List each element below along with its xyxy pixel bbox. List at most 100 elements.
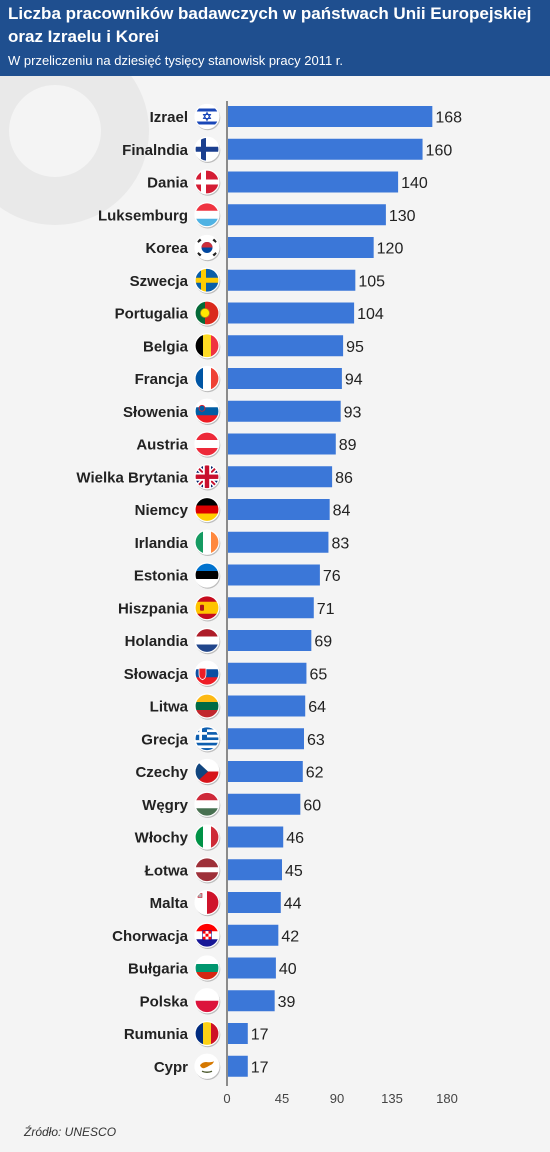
header-banner: Liczba pracowników badawczych w państwac… [0, 0, 550, 76]
slovakia-flag-icon [194, 660, 221, 687]
bar [228, 1055, 248, 1077]
category-label: Wielka Brytania [76, 469, 188, 486]
chart-subtitle: W przeliczeniu na dziesięć tysięcy stano… [8, 53, 344, 68]
category-label: Holandia [125, 633, 189, 650]
category-label: Francja [135, 371, 189, 388]
bar-row: Luksemburg 130 [98, 202, 416, 229]
category-label: Portugalia [115, 306, 189, 323]
category-label: Szwecja [130, 273, 189, 290]
bar-row: Słowenia 93 [123, 398, 362, 425]
value-label: 64 [308, 699, 326, 716]
bar [228, 138, 423, 160]
bar-row: Niemcy 84 [135, 496, 351, 524]
uk-flag-icon [194, 464, 221, 491]
bar-row: Szwecja 105 [130, 267, 385, 294]
value-label: 44 [284, 896, 302, 913]
value-label: 39 [278, 994, 296, 1011]
bar [228, 990, 275, 1012]
slovenia-flag-icon [194, 398, 221, 425]
bar-row: Chorwacja 42 [112, 922, 299, 949]
bar [228, 597, 314, 619]
netherlands-flag-icon [194, 627, 221, 655]
austria-flag-icon [194, 431, 221, 458]
value-label: 105 [358, 273, 385, 290]
bar [228, 630, 312, 651]
bar [228, 826, 284, 848]
bar-row: Węgry 60 [142, 791, 321, 818]
ireland-flag-icon [194, 529, 221, 556]
category-label: Korea [145, 240, 188, 257]
bar [228, 924, 279, 946]
category-label: Niemcy [135, 502, 189, 519]
value-label: 45 [285, 863, 303, 880]
category-label: Węgry [142, 797, 189, 814]
bar-row: Cypr 17 [154, 1053, 269, 1080]
value-label: 104 [357, 306, 384, 323]
value-label: 140 [401, 175, 428, 192]
bar-row: Irlandia 83 [135, 529, 349, 556]
x-tick-label: 0 [223, 1091, 230, 1106]
bar [228, 793, 301, 815]
bar-row: Czechy 62 [135, 758, 324, 786]
bar-row: Polska 39 [140, 988, 296, 1015]
value-label: 95 [346, 339, 364, 356]
chart-title: Liczba pracowników badawczych w państwac… [8, 4, 532, 46]
bar-chart: Izrael 168 Finalndia 160 Dania 140 Luksemburg 1… [0, 76, 462, 1106]
bar [228, 499, 330, 520]
spain-flag-icon [194, 595, 221, 622]
bar [228, 302, 355, 324]
category-label: Rumunia [124, 1026, 189, 1043]
bar [228, 433, 336, 455]
value-label: 89 [339, 437, 357, 454]
bar [228, 1023, 248, 1044]
bar-row: Finalndia 160 [122, 136, 453, 163]
bar-row: Litwa 64 [150, 693, 326, 720]
category-label: Bułgaria [128, 961, 189, 978]
bar [228, 695, 306, 717]
bar-row: Francja 94 [135, 365, 363, 393]
category-label: Luksemburg [98, 207, 188, 224]
category-label: Włochy [135, 830, 189, 847]
bulgaria-flag-icon [194, 955, 221, 982]
bar-row: Dania 140 [147, 169, 428, 196]
value-label: 94 [345, 372, 363, 389]
bar [228, 761, 303, 782]
bar [228, 368, 342, 389]
bar-row: Portugalia 104 [115, 300, 384, 327]
bar [228, 106, 433, 127]
value-label: 86 [335, 470, 353, 487]
bar-row: Austria 89 [136, 431, 357, 458]
bar-row: Łotwa 45 [145, 857, 303, 884]
czechia-flag-icon [194, 758, 221, 786]
bar-row: Słowacja 65 [124, 660, 327, 687]
bar-row: Rumunia 17 [124, 1020, 269, 1048]
x-tick-label: 180 [436, 1091, 458, 1106]
category-label: Hiszpania [118, 600, 189, 617]
category-label: Austria [136, 437, 188, 454]
bar [228, 531, 329, 553]
poland-flag-icon [194, 988, 221, 1015]
bar-row: Holandia 69 [125, 627, 332, 655]
value-label: 130 [389, 208, 416, 225]
category-label: Cypr [154, 1059, 188, 1076]
value-label: 60 [303, 797, 321, 814]
value-label: 17 [251, 1059, 269, 1076]
category-label: Słowacja [124, 666, 189, 683]
bar [228, 957, 276, 979]
value-label: 120 [377, 241, 404, 258]
value-label: 83 [331, 535, 349, 552]
bar-row: Estonia 76 [134, 562, 341, 589]
bar [228, 335, 344, 357]
hungary-flag-icon [194, 791, 221, 818]
x-tick-label: 90 [330, 1091, 344, 1106]
source-note: Źródło: UNESCO [24, 1125, 117, 1139]
belgium-flag-icon [194, 333, 221, 360]
value-label: 160 [426, 142, 453, 159]
category-label: Malta [150, 895, 189, 912]
germany-flag-icon [194, 496, 221, 524]
bar [228, 237, 374, 258]
bar [228, 859, 282, 881]
denmark-flag-icon [194, 169, 221, 196]
bar-row: Grecja 63 [141, 726, 325, 753]
